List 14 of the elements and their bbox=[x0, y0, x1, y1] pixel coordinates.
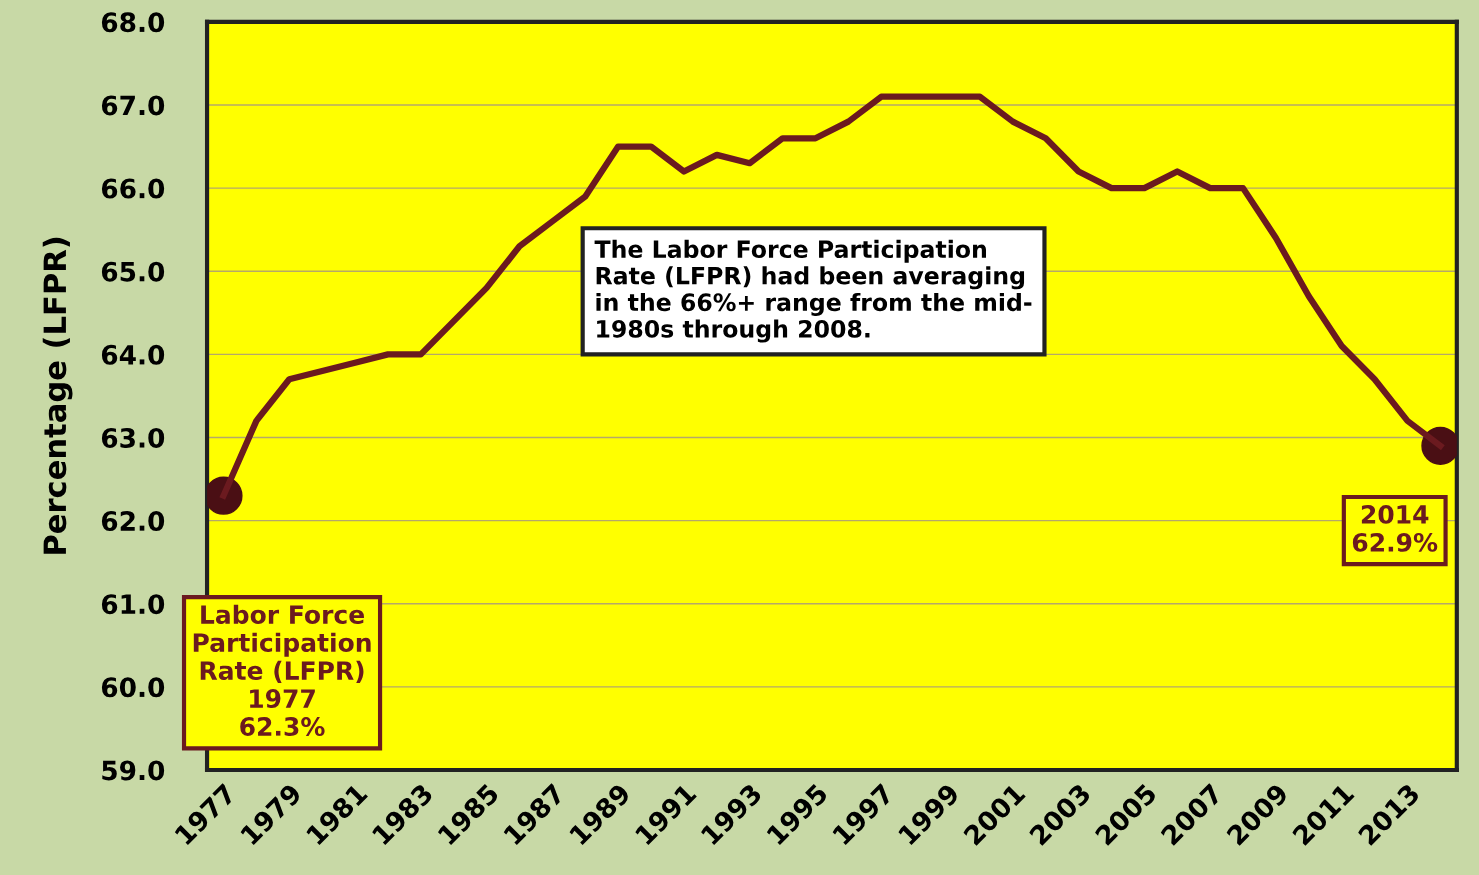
y-tick-label: 68.0 bbox=[101, 12, 165, 33]
annotation: The Labor Force Participation Rate (LFPR) had been averaging in the 66%+ range from the mid- 1980s through 2008. bbox=[594, 239, 1032, 343]
y-axis-title: Percentage (LFPR) bbox=[42, 237, 73, 554]
y-tick-label: 67.0 bbox=[101, 95, 165, 116]
y-tick-label: 59.0 bbox=[102, 760, 165, 781]
y-tick-label: 62.0 bbox=[101, 511, 165, 532]
y-tick-label: 66.0 bbox=[101, 178, 165, 199]
annotation: 2014 62.9% bbox=[1352, 504, 1438, 552]
y-tick-label: 63.0 bbox=[101, 427, 165, 448]
annotation: Labor Force Participation Rate (LFPR) 1977 62.3% bbox=[193, 604, 371, 736]
y-tick-label: 64.0 bbox=[101, 344, 165, 365]
y-tick-label: 61.0 bbox=[101, 594, 165, 615]
y-tick-label: 65.0 bbox=[101, 261, 165, 282]
y-tick-label: 60.0 bbox=[101, 677, 165, 698]
